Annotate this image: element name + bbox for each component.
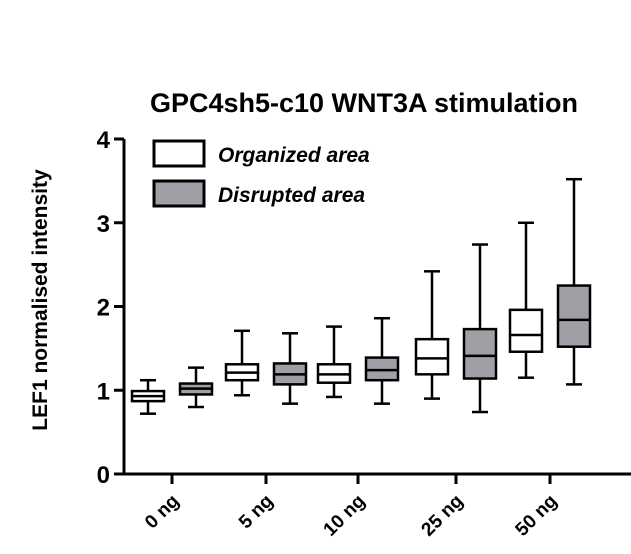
legend-label-disrupted: Disrupted area — [218, 184, 365, 207]
y-axis-label: LEF1 normalised intensity — [29, 169, 52, 431]
box-organized — [130, 378, 166, 415]
y-tick-label: 3 — [97, 211, 110, 238]
box-iqr — [364, 356, 400, 382]
chart-title: GPC4sh5-c10 WNT3A stimulation — [150, 88, 578, 118]
box-disrupted — [462, 243, 498, 414]
x-tick-label: 5 ng — [235, 491, 277, 533]
y-tick-label: 1 — [97, 378, 110, 405]
box-organized — [316, 325, 352, 399]
box-organized — [508, 221, 544, 379]
box-disrupted — [272, 332, 308, 405]
box-disrupted — [556, 177, 592, 386]
box-disrupted — [178, 366, 214, 409]
box-disrupted — [364, 316, 400, 405]
box-iqr — [508, 308, 544, 353]
legend: Organized area Disrupted area — [152, 139, 370, 208]
x-tick-label: 50 ng — [512, 491, 562, 541]
box-iqr — [462, 327, 498, 380]
boxes — [130, 177, 592, 415]
y-tick-label: 0 — [97, 462, 110, 489]
box-iqr — [414, 337, 450, 376]
legend-swatch-organized — [152, 139, 206, 168]
legend-swatch-disrupted — [152, 179, 206, 208]
legend-label-organized: Organized area — [218, 144, 370, 167]
box-organized — [414, 270, 450, 400]
x-tick-label: 0 ng — [141, 491, 183, 533]
x-tick-label: 10 ng — [320, 491, 370, 541]
x-tick-label: 25 ng — [418, 491, 468, 541]
y-tick-label: 4 — [97, 127, 111, 154]
box-organized — [224, 329, 260, 397]
y-tick-label: 2 — [97, 295, 110, 322]
box-iqr — [556, 284, 592, 348]
